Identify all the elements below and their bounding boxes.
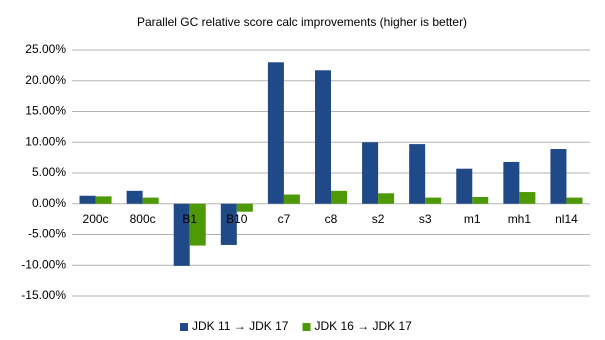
bar — [236, 203, 253, 212]
bar — [519, 192, 536, 204]
bar — [189, 203, 206, 246]
bar — [550, 149, 567, 204]
x-tick-label: m1 — [464, 212, 481, 226]
bar — [425, 197, 442, 204]
chart-title: Parallel GC relative score calc improvem… — [137, 15, 467, 29]
bar — [378, 193, 395, 204]
bar — [126, 190, 143, 204]
bar — [173, 203, 190, 266]
x-tick-label: s2 — [372, 212, 385, 226]
x-tick-label: B10 — [226, 212, 248, 226]
legend-swatch — [302, 323, 311, 331]
bar — [503, 161, 520, 204]
x-tick-label: mh1 — [508, 212, 532, 226]
bar — [95, 196, 112, 204]
bar — [409, 144, 426, 204]
bar — [362, 142, 379, 204]
bar — [267, 62, 284, 204]
bar — [142, 197, 159, 204]
x-tick-label: B1 — [182, 212, 197, 226]
bar — [566, 197, 583, 204]
y-tick-label: -10.00% — [21, 257, 66, 271]
x-tick-label: 800c — [130, 212, 156, 226]
bar — [331, 190, 348, 204]
y-tick-label: 5.00% — [32, 165, 66, 179]
y-tick-label: 0.00% — [32, 196, 66, 210]
x-tick-label: s3 — [419, 212, 432, 226]
legend-swatch — [180, 323, 188, 331]
bar — [456, 168, 473, 204]
x-tick-label: nl14 — [555, 212, 578, 226]
legend-label: JDK 16 → JDK 17 — [314, 319, 412, 333]
bar — [472, 196, 489, 204]
x-tick-label: c8 — [325, 212, 338, 226]
bar — [283, 194, 300, 204]
y-tick-label: 25.00% — [25, 42, 66, 56]
y-tick-label: -5.00% — [28, 227, 66, 241]
y-tick-label: 10.00% — [25, 134, 66, 148]
legend-label: JDK 11 → JDK 17 — [192, 319, 289, 333]
y-tick-label: 15.00% — [25, 104, 66, 118]
y-tick-label: 20.00% — [25, 73, 66, 87]
bar — [79, 195, 96, 204]
x-tick-label: 200c — [83, 212, 109, 226]
bar — [314, 70, 331, 204]
x-tick-label: c7 — [278, 212, 291, 226]
bar — [220, 203, 237, 245]
y-tick-label: -15.00% — [21, 288, 66, 302]
